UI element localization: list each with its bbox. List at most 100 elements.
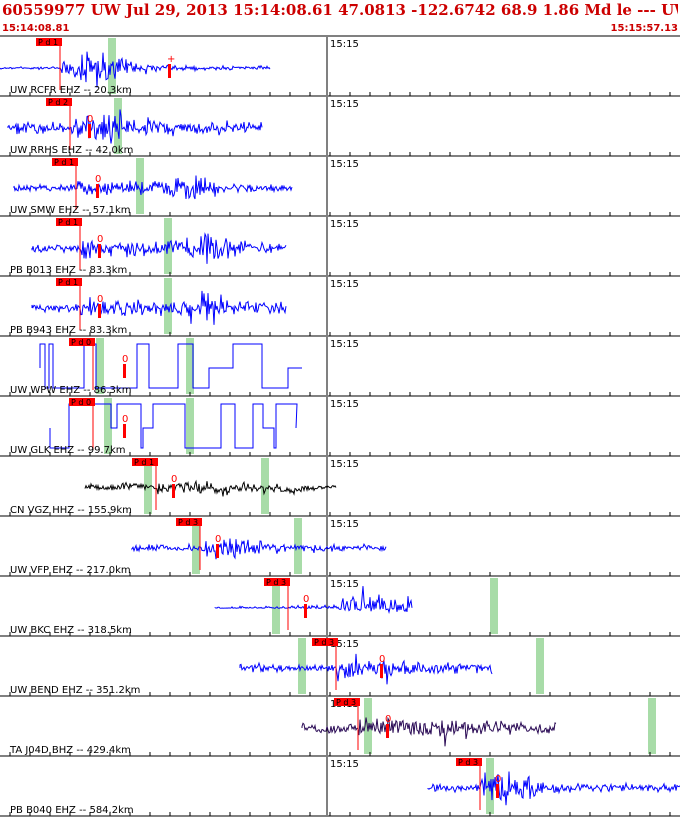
phase-window-bar bbox=[364, 698, 372, 754]
s-pick-label: 0 bbox=[495, 774, 501, 785]
p-pick-box[interactable] bbox=[56, 218, 82, 226]
p-pick-label: P d 3 bbox=[336, 698, 356, 707]
minute-label: 15:15 bbox=[330, 279, 359, 290]
station-label: TA J04D BHZ -- 429.4km bbox=[9, 745, 131, 756]
minute-label: 15:15 bbox=[330, 339, 359, 350]
p-pick-box[interactable] bbox=[132, 458, 158, 466]
station-label: UW RRHS EHZ -- 42.0km bbox=[10, 145, 133, 156]
s-pick-label: 0 bbox=[215, 534, 221, 545]
phase-window-bar bbox=[164, 278, 172, 334]
s-pick-label: 0 bbox=[122, 414, 128, 425]
p-pick-box[interactable] bbox=[69, 338, 95, 346]
s-pick-label: 0 bbox=[87, 114, 93, 125]
p-pick-box[interactable] bbox=[312, 638, 338, 646]
s-pick-mark[interactable] bbox=[216, 544, 219, 558]
phase-window-bar bbox=[114, 98, 122, 154]
waveform-trace[interactable] bbox=[301, 716, 557, 747]
phase-window-bar bbox=[261, 458, 269, 514]
p-pick-box[interactable] bbox=[264, 578, 290, 586]
minute-label: 15:15 bbox=[330, 579, 359, 590]
waveform-trace[interactable] bbox=[31, 290, 287, 325]
waveform-trace[interactable] bbox=[31, 232, 287, 264]
s-pick-mark[interactable] bbox=[386, 724, 389, 738]
s-pick-mark[interactable] bbox=[96, 184, 99, 198]
station-label: PB B040 EHZ -- 584.2km bbox=[10, 805, 134, 816]
phase-window-bar bbox=[192, 518, 200, 574]
p-pick-box[interactable] bbox=[456, 758, 482, 766]
phase-window-bar bbox=[298, 638, 306, 694]
s-pick-label: 0 bbox=[95, 174, 101, 185]
s-pick-mark[interactable] bbox=[98, 244, 101, 258]
s-pick-label: 0 bbox=[379, 654, 385, 665]
p-pick-label: P d 2 bbox=[48, 98, 68, 107]
p-pick-box[interactable] bbox=[334, 698, 360, 706]
minute-label: 15:15 bbox=[330, 159, 359, 170]
phase-window-bar bbox=[490, 578, 498, 634]
p-pick-label: P d 0 bbox=[71, 338, 91, 347]
phase-window-bar bbox=[104, 398, 112, 454]
station-label: CN VGZ HHZ -- 155.9km bbox=[10, 505, 132, 516]
phase-window-bar bbox=[272, 578, 280, 634]
minute-label: 15:15 bbox=[330, 759, 359, 770]
s-pick-label: 0 bbox=[303, 594, 309, 605]
waveform-trace[interactable] bbox=[427, 771, 680, 806]
p-pick-box[interactable] bbox=[46, 98, 72, 106]
waveform-trace[interactable] bbox=[239, 653, 493, 685]
start-time: 15:14:08.81 bbox=[2, 23, 70, 34]
phase-window-bar bbox=[186, 398, 194, 454]
station-label: UW BEND EHZ -- 351.2km bbox=[10, 685, 140, 696]
station-label: UW GLK EHZ -- 99.7km bbox=[10, 445, 126, 456]
s-pick-mark[interactable] bbox=[98, 304, 101, 318]
p-pick-box[interactable] bbox=[52, 158, 78, 166]
station-label: UW BKC EHZ -- 318.5km bbox=[10, 625, 132, 636]
minute-label: 15:15 bbox=[330, 99, 359, 110]
s-pick-mark[interactable] bbox=[123, 364, 126, 378]
p-pick-label: P d 3 bbox=[314, 638, 334, 647]
waveform-trace[interactable] bbox=[39, 343, 302, 389]
s-pick-label: 0 bbox=[97, 294, 103, 305]
end-time: 15:15:57.13 bbox=[610, 23, 678, 34]
p-pick-box[interactable] bbox=[56, 278, 82, 286]
station-label: UW SMW EHZ -- 57.1km bbox=[10, 205, 131, 216]
s-pick-mark[interactable] bbox=[304, 604, 307, 618]
p-pick-label: P d 1 bbox=[58, 278, 78, 287]
p-pick-label: P d 1 bbox=[38, 38, 58, 47]
minute-label: 15:15 bbox=[330, 459, 359, 470]
waveform-trace[interactable] bbox=[0, 51, 271, 88]
phase-window-bar bbox=[96, 338, 104, 394]
waveform-trace[interactable] bbox=[7, 109, 263, 144]
p-pick-box[interactable] bbox=[176, 518, 202, 526]
station-label: UW WPW EHZ -- 86.3km bbox=[10, 385, 131, 396]
s-pick-label: 0 bbox=[97, 234, 103, 245]
station-label: UW VFP EHZ -- 217.0km bbox=[10, 565, 131, 576]
s-pick-mark[interactable] bbox=[88, 124, 91, 138]
s-pick-mark[interactable] bbox=[172, 484, 175, 498]
waveform-trace[interactable] bbox=[214, 586, 413, 614]
phase-window-bar bbox=[136, 158, 144, 214]
waveform-trace[interactable] bbox=[131, 538, 387, 560]
minute-label: 15:15 bbox=[330, 399, 359, 410]
s-pick-mark[interactable] bbox=[380, 664, 383, 678]
s-pick-label: 0 bbox=[385, 714, 391, 725]
waveform-trace[interactable] bbox=[49, 403, 298, 449]
p-pick-box[interactable] bbox=[36, 38, 62, 46]
s-pick-mark[interactable] bbox=[123, 424, 126, 438]
phase-window-bar bbox=[536, 638, 544, 694]
phase-window-bar bbox=[186, 338, 194, 394]
p-pick-label: P d 3 bbox=[266, 578, 286, 587]
phase-window-bar bbox=[144, 458, 152, 514]
waveform-trace[interactable] bbox=[13, 175, 293, 200]
minute-label: 15:15 bbox=[330, 219, 359, 230]
p-pick-label: P d 3 bbox=[178, 518, 198, 527]
waveform-trace[interactable] bbox=[84, 479, 337, 497]
minute-label: 15:15 bbox=[330, 639, 359, 650]
p-pick-label: P d 3 bbox=[458, 758, 478, 767]
p-pick-label: P d 0 bbox=[71, 398, 91, 407]
p-pick-label: P d 1 bbox=[58, 218, 78, 227]
station-label: PB B943 EHZ -- 83.3km bbox=[10, 325, 127, 336]
phase-window-bar bbox=[648, 698, 656, 754]
s-pick-mark[interactable] bbox=[168, 64, 171, 78]
p-pick-box[interactable] bbox=[69, 398, 95, 406]
s-pick-mark[interactable] bbox=[496, 784, 499, 798]
